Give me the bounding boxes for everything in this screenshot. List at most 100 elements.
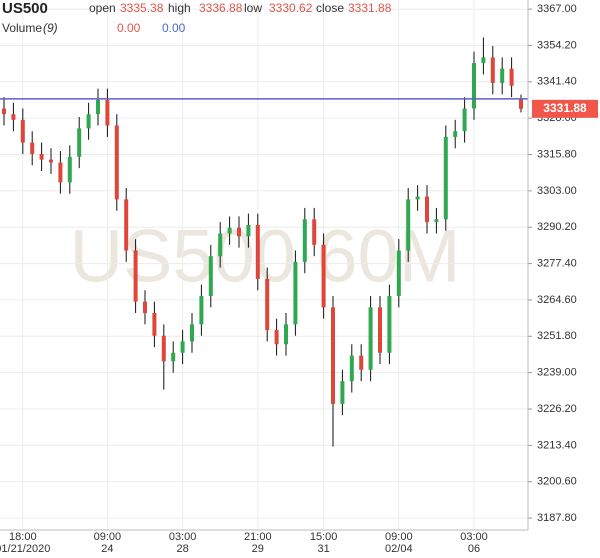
candle-body	[67, 156, 72, 183]
price-tag	[532, 99, 598, 118]
ohlc-label: low	[244, 1, 262, 15]
x-date-label: 02/04	[385, 543, 413, 555]
candle-body	[86, 114, 91, 129]
y-tick-label: 3226.20	[537, 403, 577, 415]
x-tick-label: 03:00	[460, 531, 488, 543]
candle	[302, 207, 307, 274]
candle-body	[39, 153, 44, 160]
candle	[293, 250, 298, 336]
candle	[387, 284, 392, 365]
candle	[171, 341, 176, 373]
candle-body	[161, 335, 166, 362]
candle-body	[340, 381, 345, 404]
volume-value: 0.00	[162, 21, 186, 35]
y-tick-label: 3303.00	[537, 185, 577, 197]
x-date-label: 01/21/2020	[0, 543, 50, 555]
candle	[143, 290, 147, 325]
candle-body	[312, 219, 317, 245]
candle	[237, 216, 241, 248]
candle	[133, 239, 138, 314]
ohlc-value: 3335.38	[120, 1, 164, 15]
candle-body	[190, 324, 194, 342]
y-tick-label: 3315.80	[537, 148, 577, 160]
candle	[284, 313, 288, 356]
candle-body	[472, 63, 476, 109]
candle	[434, 207, 439, 234]
candle	[500, 57, 505, 95]
candle-body	[425, 196, 429, 223]
candle-body	[387, 295, 392, 353]
y-tick-label: 3354.20	[537, 39, 577, 51]
candle-body	[77, 128, 82, 157]
candle	[274, 318, 279, 356]
plot-area	[0, 0, 528, 530]
y-tick-label: 3251.80	[537, 330, 577, 342]
candle-body	[434, 219, 439, 223]
candle-body	[30, 142, 35, 154]
volume-period: (9)	[43, 21, 58, 35]
candle	[30, 131, 35, 166]
candle-body	[274, 330, 279, 345]
x-date-label: 24	[101, 543, 113, 555]
candle	[96, 88, 100, 126]
candle-body	[406, 199, 411, 251]
candle-body	[255, 224, 260, 279]
x-date-label: 29	[252, 543, 264, 555]
candle	[86, 102, 91, 140]
candle	[481, 37, 486, 75]
candle-body	[321, 244, 326, 308]
candle	[58, 151, 63, 194]
candle	[20, 108, 25, 154]
candle	[340, 369, 345, 416]
ohlc-label: close	[316, 1, 344, 15]
ohlc-value: 3330.62	[269, 1, 313, 15]
x-tick-label: 15:00	[310, 531, 338, 543]
candle	[105, 88, 110, 137]
candle-body	[284, 324, 288, 345]
y-tick-label: 3213.40	[537, 439, 577, 451]
symbol: US500	[2, 0, 48, 17]
candle	[425, 185, 429, 234]
candle-body	[481, 57, 486, 64]
volume-value: 0.00	[117, 21, 141, 35]
candle-body	[509, 68, 514, 86]
candle	[519, 94, 523, 113]
candle	[490, 46, 495, 95]
candle-body	[171, 352, 176, 362]
candle	[359, 344, 364, 382]
candle-body	[453, 131, 458, 137]
candle-body	[246, 224, 251, 237]
candle	[378, 295, 382, 365]
price-tag-label: 3331.88	[543, 101, 587, 115]
x-tick-label: 03:00	[169, 531, 197, 543]
candle	[124, 188, 129, 262]
candle-body	[302, 219, 307, 262]
y-tick-label: 3264.60	[537, 294, 577, 306]
candle-body	[293, 261, 298, 325]
candle	[509, 57, 514, 98]
candle-body	[105, 99, 110, 126]
candle-body	[378, 307, 382, 353]
y-tick-label: 3277.40	[537, 257, 577, 269]
candle-body	[237, 227, 241, 237]
candle	[453, 119, 458, 149]
candle-body	[519, 98, 523, 109]
candle-body	[500, 68, 505, 83]
candle-body	[218, 233, 223, 257]
candle	[227, 216, 232, 245]
candle	[11, 102, 16, 132]
candle-body	[368, 307, 373, 370]
candle-body	[133, 250, 138, 302]
candle	[396, 239, 401, 308]
candle-body	[124, 199, 129, 251]
candle	[199, 284, 204, 336]
candle-body	[96, 99, 100, 115]
x-date-label: 06	[468, 543, 480, 555]
candle	[218, 222, 223, 268]
candle	[77, 117, 82, 169]
candle-body	[415, 196, 420, 200]
ohlc-value: 3336.88	[199, 1, 243, 15]
candle	[2, 97, 6, 126]
candle-body	[490, 57, 495, 83]
x-tick-label: 09:00	[385, 531, 413, 543]
